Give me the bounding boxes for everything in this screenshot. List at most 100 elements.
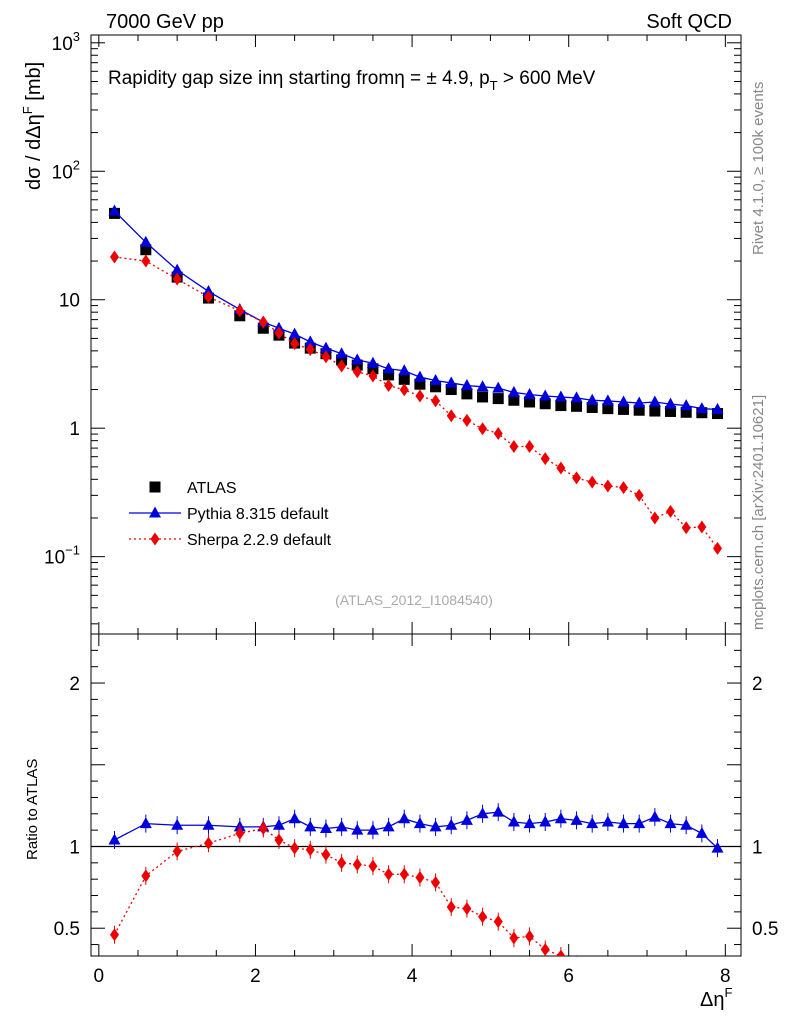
sherpa-point bbox=[446, 409, 456, 423]
pythia-ratio-point bbox=[617, 817, 630, 829]
sherpa-point bbox=[509, 440, 519, 454]
sherpa-ratio-point bbox=[540, 942, 550, 956]
sherpa-ratio-point bbox=[556, 949, 566, 956]
ratio-plot-frame bbox=[90, 633, 742, 957]
sherpa-ratio-point bbox=[399, 867, 409, 881]
pythia-point bbox=[202, 284, 215, 296]
pythia-ratio-point bbox=[648, 810, 661, 822]
y-tick-label: 102 bbox=[52, 157, 80, 183]
sherpa-ratio-point bbox=[478, 910, 488, 924]
pythia-ratio-point bbox=[492, 805, 505, 817]
sherpa-ratio-point bbox=[172, 844, 182, 858]
sherpa-point bbox=[619, 481, 629, 495]
sherpa-point bbox=[666, 504, 676, 518]
atlas-point bbox=[398, 373, 410, 385]
pythia-ratio-point bbox=[711, 841, 724, 853]
sherpa-ratio-point bbox=[446, 900, 456, 914]
legend-sherpa-marker bbox=[150, 532, 160, 546]
pythia-ratio-point bbox=[586, 817, 599, 829]
rivet-side-label: Rivet 4.1.0, ≥ 100k events bbox=[750, 82, 767, 255]
pythia-ratio-point bbox=[523, 817, 536, 829]
pythia-ratio-point bbox=[202, 818, 215, 830]
sherpa-ratio-point bbox=[603, 963, 612, 976]
ratio-series-group bbox=[108, 803, 724, 995]
pythia-point bbox=[492, 381, 505, 393]
sherpa-point bbox=[650, 511, 660, 525]
pythia-ratio-point bbox=[108, 833, 121, 845]
pythia-point bbox=[617, 395, 630, 407]
atlas-point bbox=[383, 369, 395, 381]
sherpa-point bbox=[290, 337, 300, 351]
pythia-ratio-point bbox=[445, 818, 458, 830]
sherpa-ratio-point bbox=[493, 915, 503, 929]
ratio-y-axis-label: Ratio to ATLAS bbox=[24, 759, 41, 860]
sherpa-point bbox=[305, 342, 315, 356]
sherpa-ratio-point bbox=[682, 982, 691, 995]
x-tick-label: 4 bbox=[407, 966, 418, 987]
pythia-ratio-point bbox=[570, 813, 583, 825]
pythia-ratio-point bbox=[288, 812, 301, 824]
header-right: Soft QCD bbox=[646, 11, 732, 33]
atlas-point bbox=[445, 384, 457, 396]
pythia-point bbox=[429, 374, 442, 386]
y-tick-label: 10−1 bbox=[44, 543, 80, 569]
pythia-point bbox=[445, 376, 458, 388]
sherpa-point bbox=[713, 541, 723, 555]
y-tick-label: 10 bbox=[59, 291, 80, 312]
pythia-point bbox=[460, 378, 473, 390]
pythia-ratio-point bbox=[664, 817, 677, 829]
pythia-point bbox=[648, 395, 661, 407]
sherpa-ratio-point bbox=[258, 822, 268, 836]
y-tick-label: 103 bbox=[52, 29, 80, 55]
ratio-tick-label-right: 1 bbox=[752, 837, 763, 858]
sherpa-ratio-point bbox=[650, 979, 659, 992]
pythia-ratio-point bbox=[429, 820, 442, 832]
pythia-ratio-point bbox=[335, 820, 348, 832]
pythia-point bbox=[633, 396, 646, 408]
x-tick-label: 8 bbox=[720, 966, 731, 987]
sherpa-point bbox=[109, 250, 119, 264]
pythia-point bbox=[539, 389, 552, 401]
atlas-point bbox=[571, 400, 583, 412]
sherpa-point bbox=[697, 520, 707, 534]
y-axis-label: dσ / dΔηF [mb] bbox=[20, 62, 45, 190]
sherpa-point bbox=[478, 422, 488, 436]
atlas-point bbox=[477, 391, 489, 403]
pythia-point bbox=[398, 364, 411, 376]
mcplots-side-label: mcplots.cern.ch [arXiv:2401.10621] bbox=[750, 395, 767, 630]
sherpa-point bbox=[172, 272, 182, 286]
atlas-point bbox=[586, 401, 598, 413]
legend-pythia-marker bbox=[149, 506, 161, 518]
pythia-ratio-point bbox=[460, 813, 473, 825]
pythia-point bbox=[507, 385, 520, 397]
sherpa-point bbox=[525, 440, 535, 454]
pythia-ratio-point bbox=[304, 820, 317, 832]
sherpa-ratio-point bbox=[352, 857, 362, 871]
atlas-point bbox=[461, 388, 473, 400]
pythia-point bbox=[554, 390, 567, 402]
sherpa-ratio-point bbox=[635, 967, 644, 980]
pythia-point bbox=[570, 391, 583, 403]
atlas-point bbox=[492, 393, 504, 405]
sherpa-point bbox=[462, 413, 472, 427]
pythia-ratio-point bbox=[539, 815, 552, 827]
sherpa-ratio-point bbox=[619, 963, 628, 976]
pythia-ratio-point bbox=[695, 826, 708, 838]
pythia-point bbox=[366, 356, 379, 368]
atlas-point bbox=[430, 381, 442, 393]
sherpa-ratio-point bbox=[235, 826, 245, 840]
sherpa-ratio-point bbox=[368, 859, 378, 873]
atlas-point bbox=[367, 363, 379, 375]
chart-title-sub: T bbox=[490, 78, 498, 93]
y-axis-label-main: dσ / dΔη bbox=[23, 114, 45, 190]
sherpa-point bbox=[384, 378, 394, 392]
pythia-point bbox=[335, 347, 348, 359]
pythia-point bbox=[601, 394, 614, 406]
pythia-point bbox=[382, 362, 395, 374]
sherpa-ratio-point bbox=[666, 976, 675, 989]
ratio-tick-label: 0.5 bbox=[54, 919, 80, 940]
sherpa-point bbox=[587, 475, 597, 489]
legend: ATLAS Pythia 8.315 default Sherpa 2.2.9 de… bbox=[129, 480, 332, 549]
sherpa-point bbox=[415, 389, 425, 403]
